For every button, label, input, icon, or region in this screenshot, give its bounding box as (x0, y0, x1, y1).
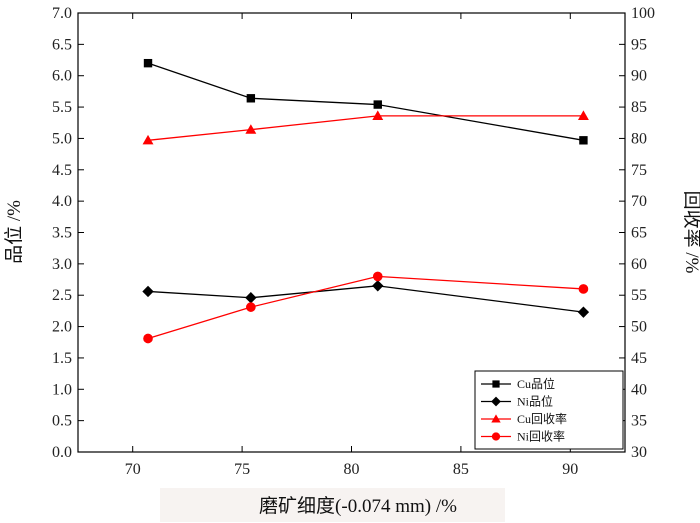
y-axis-right-title: 回收率 /% (681, 191, 700, 274)
y-right-tick-label: 60 (631, 256, 647, 273)
y-left-tick-label: 3.5 (52, 225, 72, 242)
y-left-tick-label: 5.0 (52, 130, 72, 147)
series-ni-grade-point (577, 306, 590, 318)
y-right-tick-label: 75 (631, 162, 647, 179)
series-ni-recovery (143, 271, 589, 344)
series-ni-grade-point (142, 285, 154, 298)
y-right-tick-label: 35 (631, 413, 647, 430)
y-right-tick-label: 70 (631, 193, 647, 210)
legend-marker-cu-recovery (491, 414, 501, 423)
legend-label-ni-recovery: Ni回收率 (517, 429, 565, 444)
series-ni-grade-point (372, 280, 384, 292)
series-cu-grade-point (143, 58, 153, 68)
x-tick-label: 90 (562, 461, 578, 478)
y-left-tick-label: 1.0 (52, 381, 72, 398)
x-axis-title: 磨矿细度(-0.074 mm) /% (259, 495, 457, 517)
y-right-tick-label: 50 (631, 319, 647, 336)
series-cu-recovery-point (142, 134, 154, 145)
legend-marker-ni-grade (491, 396, 501, 407)
series-ni-recovery-point (246, 302, 256, 312)
y-left-tick-label: 2.5 (52, 287, 72, 304)
y-left-tick-label: 3.0 (52, 256, 72, 273)
series-cu-grade-line (147, 62, 584, 141)
legend-marker-ni-recovery (491, 432, 501, 441)
y-right-tick-label: 80 (631, 130, 647, 147)
y-right-tick-label: 100 (631, 5, 655, 22)
y-right-tick-label: 90 (631, 68, 647, 85)
series-ni-recovery-point (372, 271, 383, 282)
y-right-tick-label: 65 (631, 225, 647, 242)
x-tick-label: 80 (344, 461, 360, 478)
series-cu-recovery-point (372, 110, 384, 120)
series-ni-recovery-point (578, 284, 589, 294)
y-left-tick-label: 0.5 (52, 413, 72, 430)
y-left-tick-label: 6.5 (52, 36, 72, 53)
y-left-tick-label: 1.5 (52, 350, 72, 367)
y-left-tick-label: 4.5 (52, 162, 72, 179)
y-right-tick-label: 40 (631, 381, 647, 398)
x-tick-label: 85 (453, 461, 469, 478)
series-cu-recovery (142, 110, 589, 145)
series-cu-recovery-point (245, 124, 257, 134)
y-right-tick-label: 55 (631, 287, 647, 304)
y-right-tick-label: 30 (631, 444, 647, 461)
y-left-tick-label: 6.0 (52, 68, 72, 85)
series-cu-grade-point (373, 100, 382, 109)
y-left-tick-label: 4.0 (52, 193, 72, 210)
y-left-tick-label: 7.0 (52, 5, 72, 22)
y-right-tick-label: 45 (631, 350, 647, 367)
series-cu-grade-point (579, 136, 588, 145)
y-right-tick-label: 85 (631, 99, 647, 116)
y-left-tick-label: 5.5 (52, 99, 72, 116)
series-ni-recovery-line (147, 275, 584, 340)
xlabel-background (160, 488, 505, 522)
x-tick-label: 70 (125, 461, 141, 478)
legend-label-cu-grade: Cu品位 (517, 376, 555, 391)
series-cu-recovery-line (147, 115, 584, 141)
series-cu-grade (143, 58, 588, 145)
series-cu-recovery-point (577, 110, 589, 120)
y-left-tick-label: 0.0 (52, 444, 72, 461)
series-ni-grade-point (245, 292, 257, 304)
legend-label-cu-recovery: Cu回收率 (517, 411, 567, 426)
x-tick-label: 75 (234, 461, 250, 478)
legend-marker-cu-grade (492, 380, 500, 388)
series-ni-recovery-point (143, 333, 153, 344)
series-cu-grade-point (246, 94, 256, 103)
y-right-tick-label: 95 (631, 36, 647, 53)
y-left-tick-label: 2.0 (52, 319, 72, 336)
legend-label-ni-grade: Ni品位 (517, 394, 553, 409)
y-axis-left-title: 品位 /% (3, 200, 25, 264)
